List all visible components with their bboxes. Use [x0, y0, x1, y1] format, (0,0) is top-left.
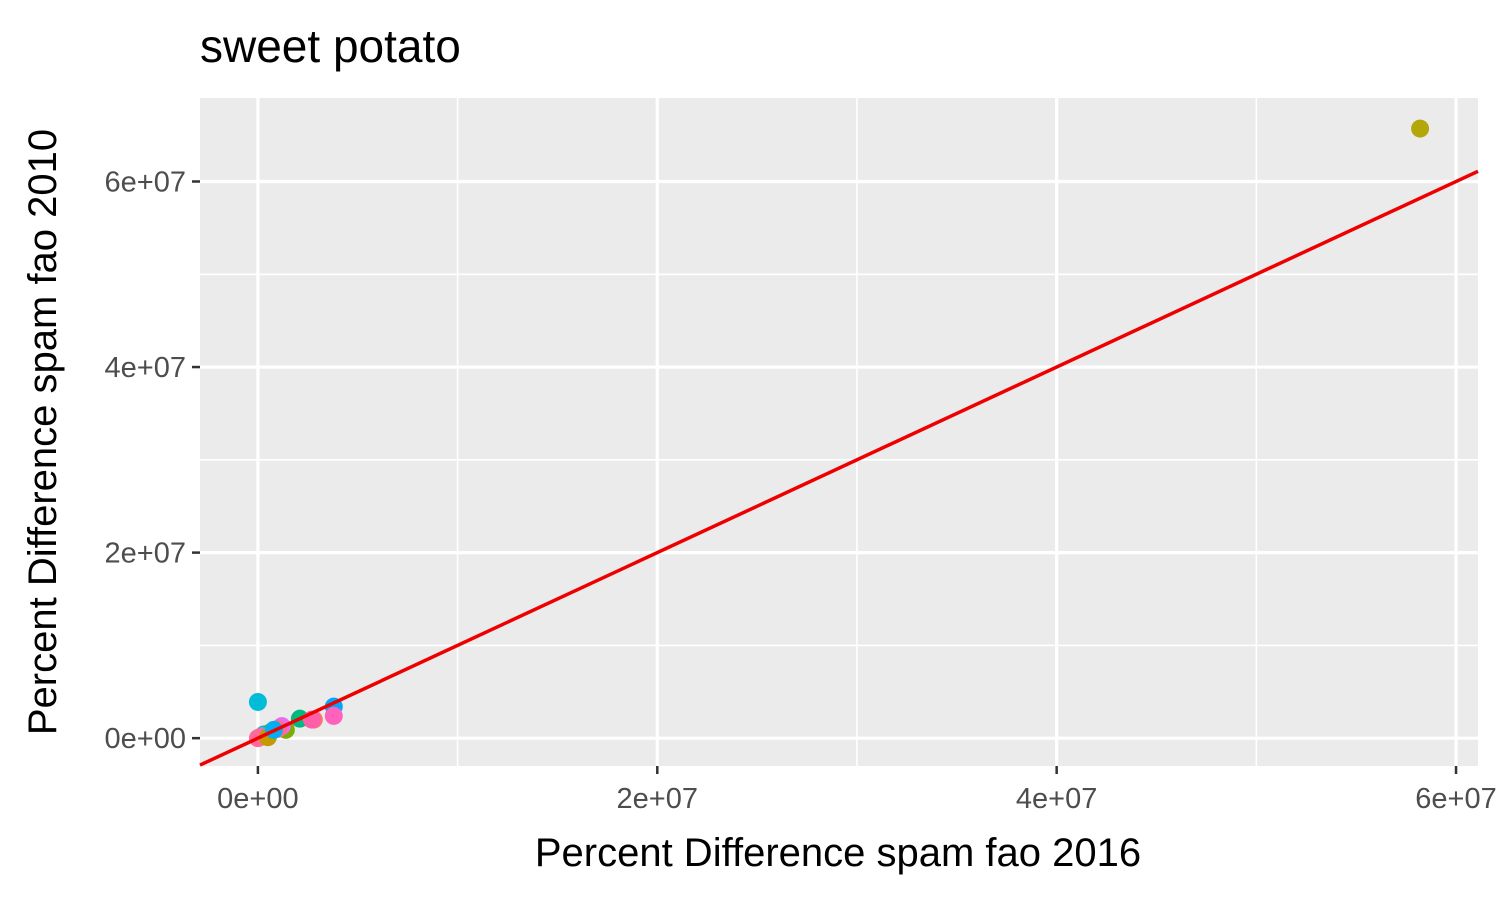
- y-axis-ticks: 0e+00 2e+07 4e+07 6e+07: [105, 167, 200, 755]
- minor-gridlines: [200, 98, 1478, 766]
- plot-panel: [200, 98, 1478, 766]
- identity-reference-line: [199, 169, 1479, 767]
- data-point: [324, 706, 343, 725]
- major-gridlines: [200, 98, 1478, 766]
- data-point: [248, 692, 267, 711]
- x-tick-label: 4e+07: [1016, 783, 1097, 815]
- y-tick-label: 2e+07: [105, 538, 186, 570]
- x-tick-label: 2e+07: [617, 783, 698, 815]
- y-tick-label: 6e+07: [105, 167, 186, 199]
- x-axis-title: Percent Difference spam fao 2016: [535, 831, 1141, 875]
- y-axis-title: Percent Difference spam fao 2010: [21, 129, 65, 735]
- y-tick-label: 4e+07: [105, 352, 186, 384]
- chart-title: sweet potato: [200, 20, 461, 72]
- x-tick-label: 6e+07: [1415, 783, 1496, 815]
- x-axis-ticks: 0e+00 2e+07 4e+07 6e+07: [217, 766, 1497, 815]
- y-tick-label: 0e+00: [105, 723, 186, 755]
- data-point: [1411, 119, 1430, 138]
- x-tick-label: 0e+00: [217, 783, 298, 815]
